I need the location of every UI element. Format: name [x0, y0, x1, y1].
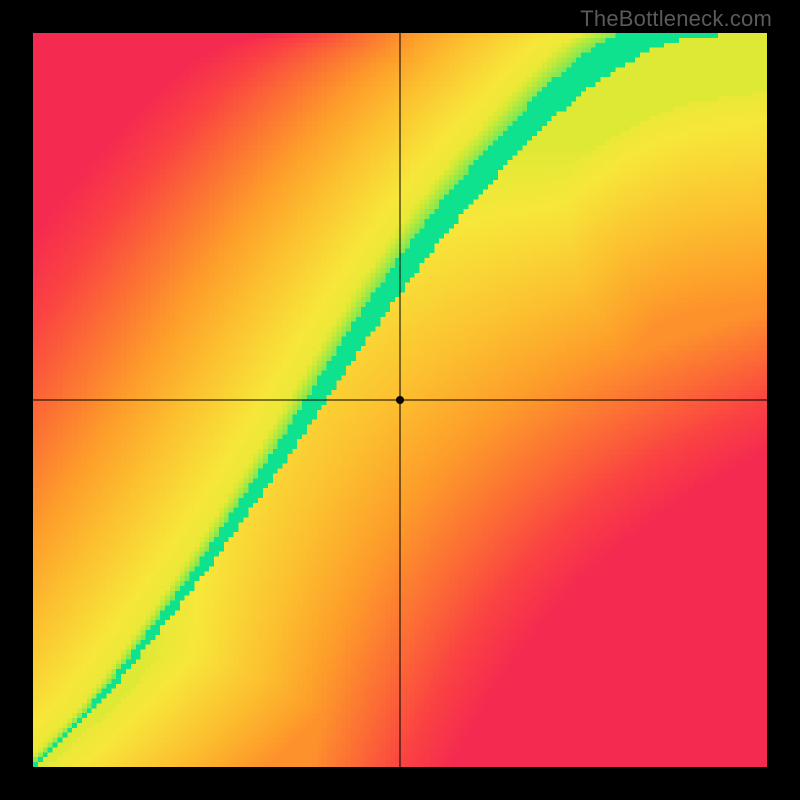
watermark-text: TheBottleneck.com	[580, 6, 772, 32]
crosshair-marker	[396, 396, 404, 404]
heatmap-plot	[33, 33, 767, 767]
crosshair-overlay	[33, 33, 767, 767]
